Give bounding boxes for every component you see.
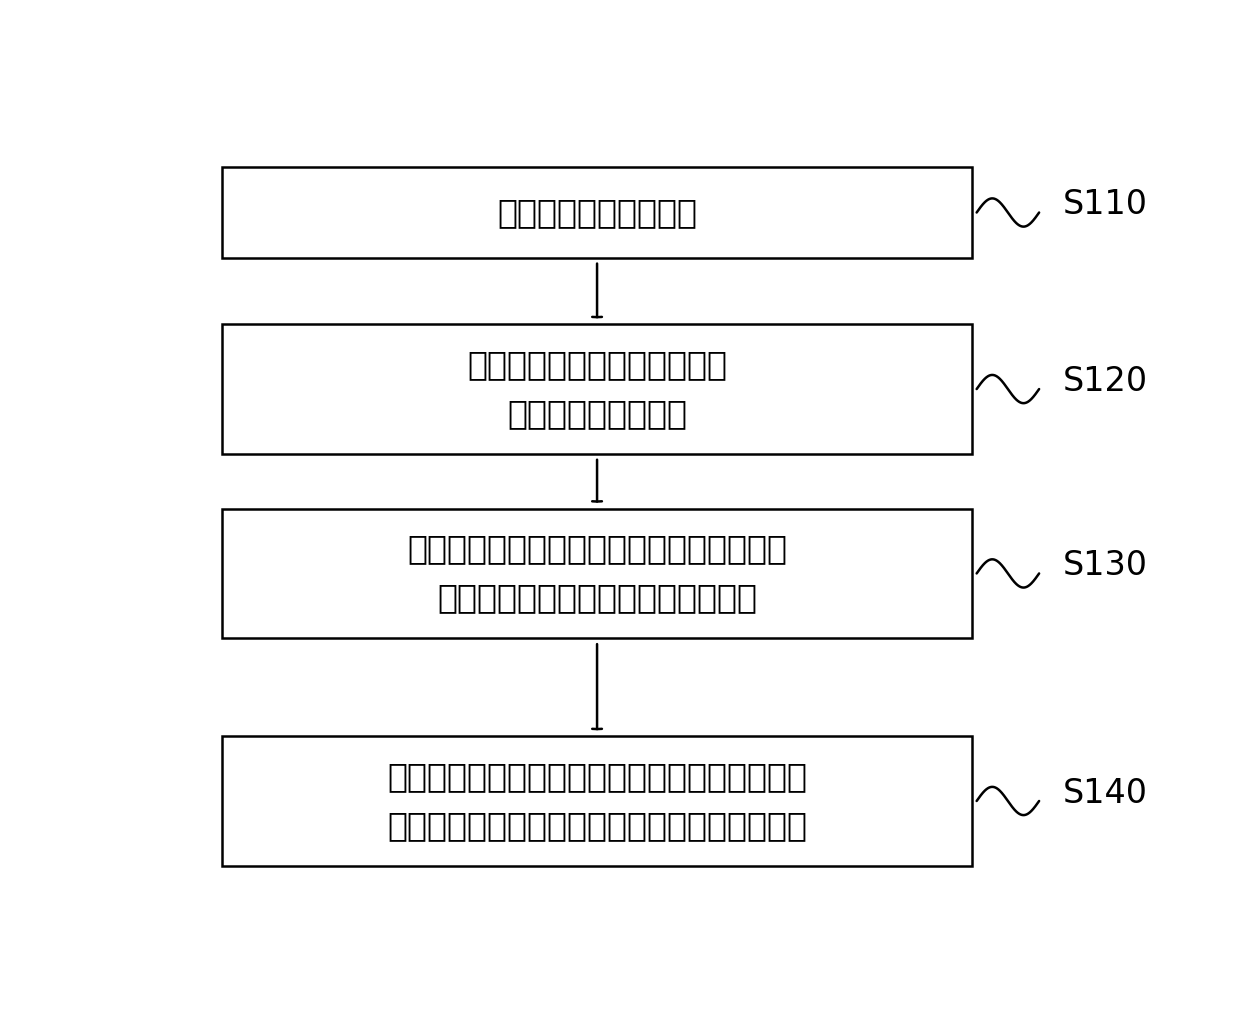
Text: S120: S120 bbox=[1063, 365, 1148, 397]
Text: 获得臂架当前末端幅度: 获得臂架当前末端幅度 bbox=[497, 196, 697, 229]
FancyBboxPatch shape bbox=[222, 167, 972, 258]
Text: S130: S130 bbox=[1063, 549, 1148, 582]
Text: 获得在当前末端幅度下的转台
回转最大设定角速度: 获得在当前末端幅度下的转台 回转最大设定角速度 bbox=[467, 348, 727, 430]
Text: 根据最大设定角速度来确定转台回转的角速
度与操作手柄的张开角度之间的关系: 根据最大设定角速度来确定转台回转的角速 度与操作手柄的张开角度之间的关系 bbox=[407, 533, 787, 614]
Text: S110: S110 bbox=[1063, 189, 1148, 221]
Text: S140: S140 bbox=[1063, 776, 1148, 810]
FancyBboxPatch shape bbox=[222, 508, 972, 638]
FancyBboxPatch shape bbox=[222, 737, 972, 866]
Text: 根据操作手柄的当前张开角度以及转台回转角速
度与操作手柄的张开角度的关系来控制转台转动: 根据操作手柄的当前张开角度以及转台回转角速 度与操作手柄的张开角度的关系来控制转… bbox=[387, 760, 807, 842]
FancyBboxPatch shape bbox=[222, 324, 972, 453]
